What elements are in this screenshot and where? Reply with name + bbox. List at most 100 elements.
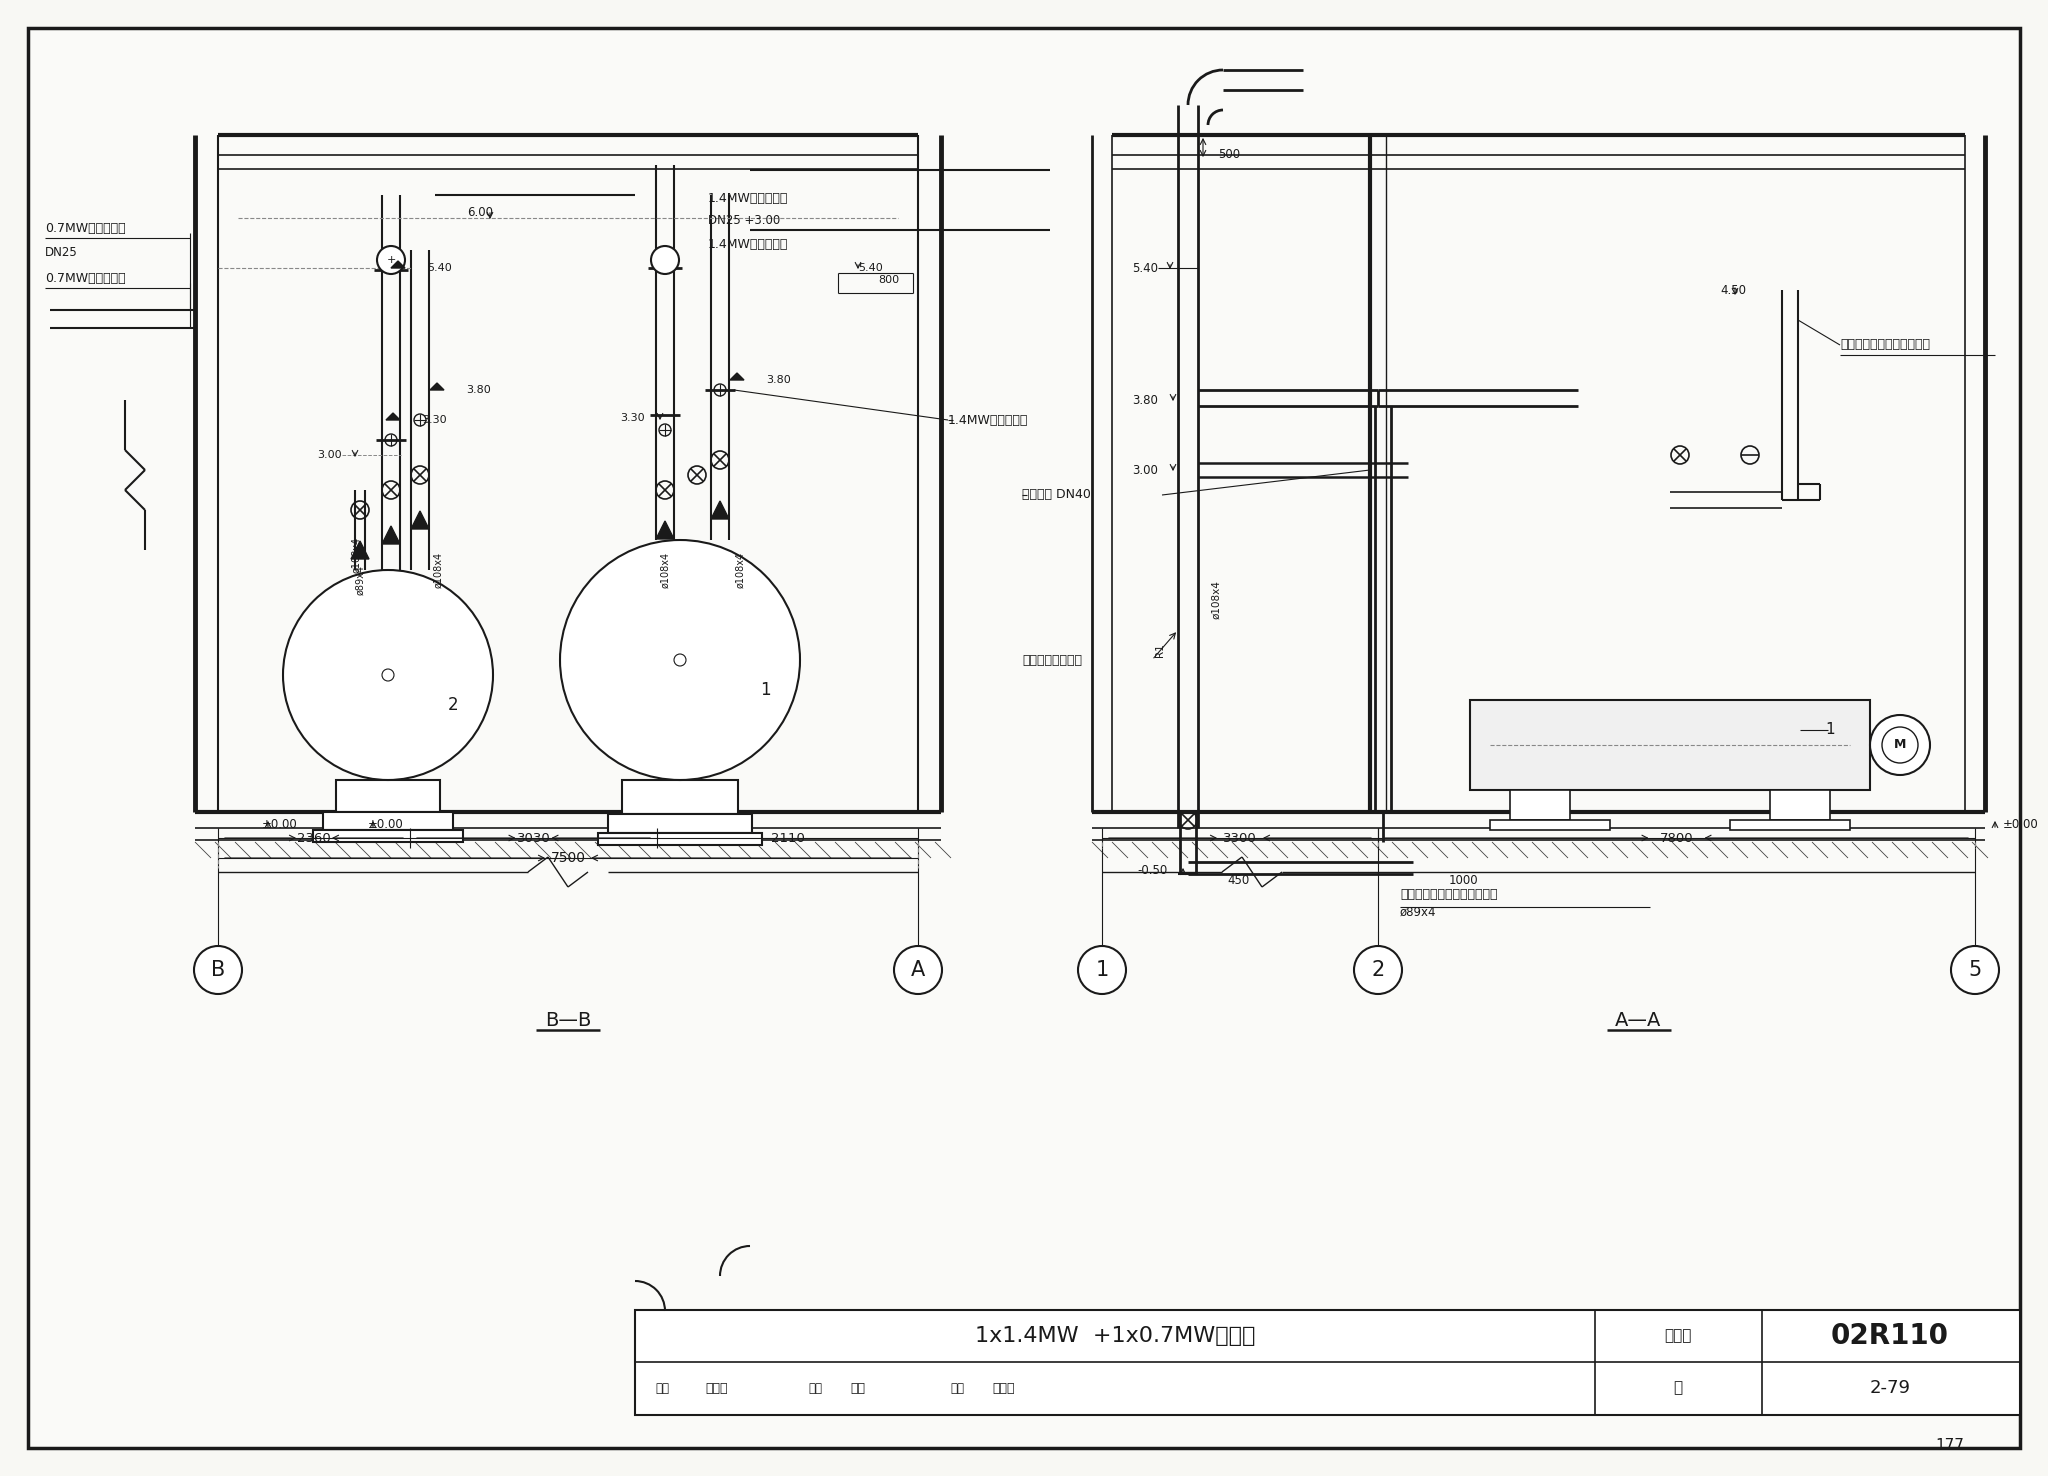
Text: 450: 450: [1227, 874, 1249, 887]
Text: 3.30: 3.30: [621, 413, 645, 424]
Text: 1.4MW锅炉注水管: 1.4MW锅炉注水管: [709, 192, 788, 205]
Text: ø108x4: ø108x4: [1210, 580, 1221, 620]
Text: 接至现采暖供水管: 接至现采暖供水管: [1022, 654, 1081, 667]
Bar: [598, 832, 762, 844]
Text: DN25: DN25: [45, 245, 78, 258]
Text: 5: 5: [1968, 959, 1982, 980]
Text: 图集号: 图集号: [1665, 1328, 1692, 1343]
Text: 1.4MW锅炉进水管: 1.4MW锅炉进水管: [709, 239, 788, 251]
Text: 5.40: 5.40: [1133, 261, 1157, 275]
Circle shape: [195, 946, 242, 993]
Bar: [623, 779, 737, 813]
Circle shape: [559, 540, 801, 779]
Text: 5.40: 5.40: [426, 263, 453, 273]
Bar: [1731, 821, 1849, 830]
Text: 设计: 设计: [950, 1382, 965, 1395]
Circle shape: [1882, 728, 1919, 763]
Circle shape: [377, 246, 406, 275]
Bar: [1470, 700, 1870, 790]
Text: 7500: 7500: [551, 852, 586, 865]
Text: ø108x4: ø108x4: [350, 537, 360, 573]
Text: 4.50: 4.50: [1720, 283, 1747, 297]
Text: 水封器排气接至室外安全处: 水封器排气接至室外安全处: [1839, 338, 1929, 351]
Text: ±0.00: ±0.00: [369, 819, 403, 831]
Text: 校对: 校对: [809, 1382, 821, 1395]
Text: 1x1.4MW  +1x0.7MW剖视图: 1x1.4MW +1x0.7MW剖视图: [975, 1325, 1255, 1346]
Bar: [1509, 790, 1571, 821]
Text: 3.80: 3.80: [1133, 394, 1157, 406]
Text: ø108x4: ø108x4: [432, 552, 442, 587]
Text: A—A: A—A: [1616, 1011, 1661, 1029]
Text: B: B: [211, 959, 225, 980]
Circle shape: [1870, 714, 1929, 775]
Text: 3.00: 3.00: [317, 450, 342, 461]
Text: 排污管接至现锅炉房排污系统: 排污管接至现锅炉房排污系统: [1401, 889, 1497, 902]
Text: 3.30: 3.30: [422, 415, 446, 425]
Text: 0.7MW锅炉进水管: 0.7MW锅炉进水管: [45, 272, 125, 285]
Bar: [635, 1311, 2019, 1415]
Polygon shape: [729, 373, 743, 379]
Text: 2: 2: [449, 697, 459, 714]
Text: 2: 2: [1372, 959, 1384, 980]
Bar: [1769, 790, 1831, 821]
Text: 800: 800: [879, 275, 899, 285]
Text: 3.00: 3.00: [1133, 463, 1157, 477]
Polygon shape: [655, 521, 674, 539]
Bar: [608, 813, 752, 832]
Text: 2110: 2110: [770, 831, 805, 844]
Text: 5.40: 5.40: [858, 263, 883, 273]
Text: 500: 500: [1219, 149, 1241, 161]
Text: 3.80: 3.80: [766, 375, 791, 385]
Circle shape: [1952, 946, 1999, 993]
Polygon shape: [350, 542, 369, 559]
Text: 软化水管 DN40: 软化水管 DN40: [1022, 489, 1092, 502]
Polygon shape: [391, 261, 406, 269]
Text: M: M: [1894, 738, 1907, 751]
Text: 1000: 1000: [1448, 874, 1479, 887]
Text: DN25 +3.00: DN25 +3.00: [709, 214, 780, 226]
Text: ø108x4: ø108x4: [659, 552, 670, 587]
Circle shape: [674, 654, 686, 666]
Circle shape: [283, 570, 494, 779]
Text: ø89x4: ø89x4: [1401, 905, 1436, 918]
Text: 1: 1: [1825, 722, 1835, 738]
Text: +: +: [387, 255, 395, 266]
Text: 3030: 3030: [516, 831, 551, 844]
Circle shape: [383, 669, 393, 680]
Bar: [336, 779, 440, 812]
Circle shape: [1354, 946, 1403, 993]
Text: 页: 页: [1673, 1380, 1683, 1395]
Text: 0.7MW锅炉注水管: 0.7MW锅炉注水管: [45, 221, 125, 235]
Text: 3.80: 3.80: [467, 385, 492, 396]
Text: 1: 1: [760, 680, 770, 700]
Bar: [324, 812, 453, 830]
Circle shape: [651, 246, 680, 275]
Text: ±0.00: ±0.00: [2003, 819, 2038, 831]
Text: ø89x4: ø89x4: [354, 565, 365, 595]
Text: R1: R1: [1155, 644, 1165, 657]
Bar: [313, 830, 463, 841]
Text: B—B: B—B: [545, 1011, 592, 1029]
Text: 1.4MW锅炉出水管: 1.4MW锅炉出水管: [948, 413, 1028, 427]
Text: 177: 177: [1935, 1438, 1964, 1452]
Text: 审核: 审核: [655, 1382, 670, 1395]
Polygon shape: [412, 511, 428, 528]
Circle shape: [895, 946, 942, 993]
Text: 02R110: 02R110: [1831, 1322, 1950, 1351]
Polygon shape: [383, 525, 399, 545]
Text: A: A: [911, 959, 926, 980]
Text: 稿川: 稿川: [850, 1382, 864, 1395]
Text: 2360: 2360: [297, 831, 332, 844]
Text: -0.50: -0.50: [1139, 863, 1167, 877]
Text: 超善章: 超善章: [705, 1382, 727, 1395]
Polygon shape: [711, 500, 729, 520]
Circle shape: [1077, 946, 1126, 993]
Text: ø108x4: ø108x4: [735, 552, 745, 587]
Text: 6.00: 6.00: [467, 205, 494, 218]
Text: 7800: 7800: [1659, 831, 1694, 844]
Bar: [1491, 821, 1610, 830]
Polygon shape: [430, 382, 444, 390]
Text: ±0.00: ±0.00: [262, 819, 297, 831]
Text: 1: 1: [1096, 959, 1108, 980]
Polygon shape: [385, 413, 399, 421]
